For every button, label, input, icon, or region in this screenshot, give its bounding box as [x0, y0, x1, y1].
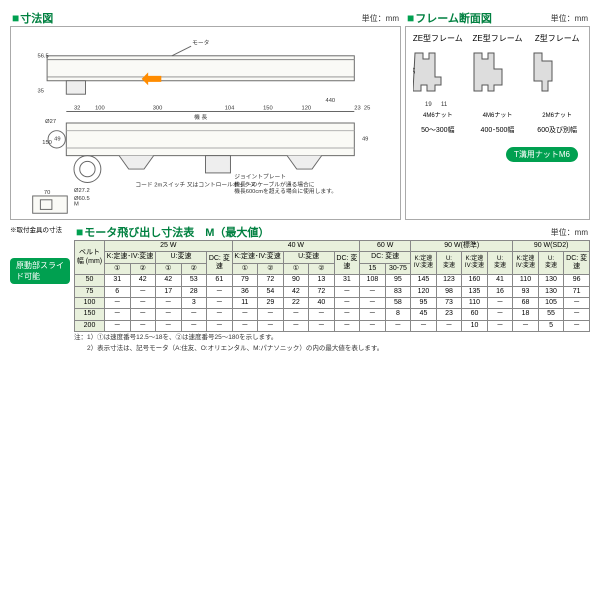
frame-type-0: ZE型フレーム 34 19 11 4M6ナット 50～300幅 — [413, 33, 463, 135]
svg-text:19: 19 — [425, 102, 432, 108]
svg-text:440: 440 — [326, 98, 336, 104]
svg-text:ジョイントプレート: ジョイントプレート — [234, 174, 286, 181]
table-note-2: 2）表示寸法は、記号モータ（A:住友、O:オリエンタル、M:パナソニック）の内の… — [74, 345, 590, 353]
svg-text:25: 25 — [364, 106, 370, 112]
svg-text:機長600cmを超える場合に使用します。: 機長600cmを超える場合に使用します。 — [234, 187, 337, 195]
svg-text:100: 100 — [95, 106, 105, 112]
dim-unit: 単位：mm — [362, 13, 399, 24]
svg-text:150: 150 — [42, 140, 52, 146]
svg-text:34: 34 — [413, 67, 417, 74]
svg-text:M: M — [74, 202, 79, 208]
svg-text:70: 70 — [44, 190, 50, 196]
svg-text:23: 23 — [354, 106, 360, 112]
svg-text:150: 150 — [263, 106, 273, 112]
frame-type-1: ZE型フレーム 4M6ナット 400･500幅 — [472, 33, 522, 135]
svg-text:300: 300 — [153, 106, 163, 112]
svg-text:104: 104 — [225, 106, 235, 112]
svg-text:機長～のケーブルが通る場合に: 機長～のケーブルが通る場合に — [234, 180, 314, 188]
svg-text:機 長: 機 長 — [194, 113, 207, 121]
svg-text:56.5: 56.5 — [38, 54, 49, 60]
svg-text:120: 120 — [302, 106, 312, 112]
frame-type-2: Z型フレーム 2M6ナット 600及び別幅 — [532, 33, 582, 135]
dim-drawing: モータ 56.5 35 Ø27 Ø27.2 Ø60.5 32 100 30 — [10, 26, 401, 220]
svg-text:モータ: モータ — [192, 38, 209, 46]
frame-drawing: ZE型フレーム 34 19 11 4M6ナット 50～300幅 ZE型フレーム — [405, 26, 590, 220]
svg-text:コード 2m: コード 2m — [135, 181, 162, 188]
svg-text:Ø27.2: Ø27.2 — [74, 188, 90, 194]
svg-text:11: 11 — [441, 102, 448, 108]
svg-text:35: 35 — [38, 88, 44, 94]
motor-unit: 単位：mm — [551, 227, 588, 238]
motor-title: モータ飛び出し寸法表 M（最大値） — [84, 227, 269, 239]
table-note-1: 注：1）①は速度番号12.5～18を、②は速度番号25～180を示します。 — [74, 334, 590, 342]
svg-text:49: 49 — [362, 136, 368, 142]
direction-arrow: ⬅ — [141, 63, 163, 94]
frame-unit: 単位：mm — [551, 13, 588, 24]
slide-label: 原動部スライド可能 — [10, 258, 70, 284]
t-nut-badge: T溝用ナットM6 — [506, 147, 578, 162]
svg-text:32: 32 — [74, 106, 80, 112]
belt-header: ベルト幅 (mm) — [75, 241, 105, 275]
svg-text:49: 49 — [54, 136, 60, 142]
svg-text:Ø27: Ø27 — [45, 119, 56, 125]
frame-title: フレーム断面図 — [415, 13, 492, 25]
dim-title: 寸法図 — [20, 13, 53, 25]
motor-table: ベルト幅 (mm) 25 W 40 W 60 W 90 W(標準) 90 W(S… — [74, 240, 590, 332]
bracket-note: ※取付金具の寸法 — [10, 224, 70, 234]
